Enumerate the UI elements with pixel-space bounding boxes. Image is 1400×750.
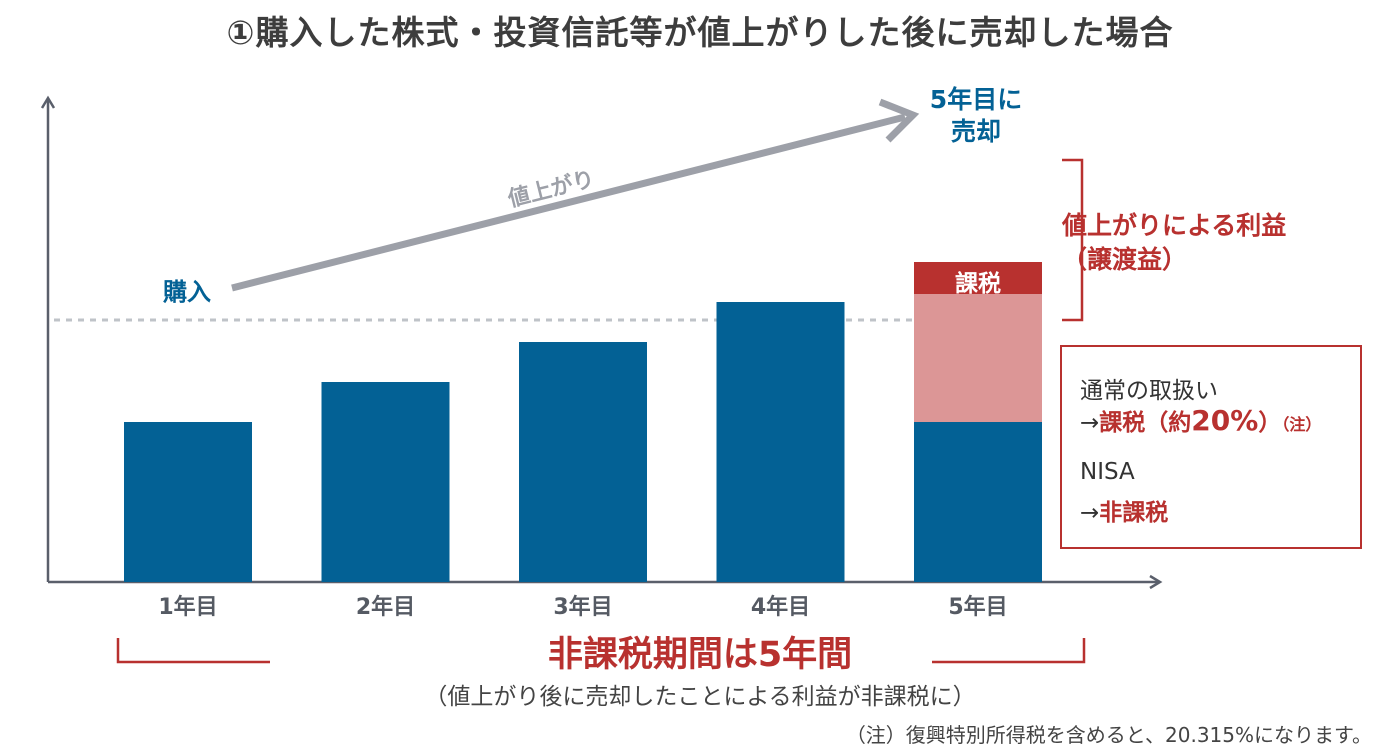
y-axis-arrowhead (40, 95, 56, 109)
arrow-glyph: → (1080, 410, 1100, 436)
tax-segment-label: 課税 (955, 270, 1001, 297)
normal-treatment-label: 通常の取扱い (1080, 378, 1218, 404)
tax-segment (914, 262, 1042, 294)
nisa-result-text: 非課税 (1099, 500, 1169, 526)
period-bracket-left (116, 638, 270, 664)
nisa-result: →非課税 (1080, 493, 1168, 527)
bar-5 (914, 422, 1042, 582)
purchase-label: 購入 (163, 278, 211, 306)
normal-treatment-result: →課税（約20%）（注） (1080, 403, 1321, 437)
note-marker: （注） (1281, 415, 1322, 434)
tax-word: 課税 (1099, 410, 1146, 436)
footnote: （注）復興特別所得税を含めると、20.315%になります。 (845, 723, 1372, 747)
sell-label-line2: 売却 (951, 117, 1001, 146)
x-tick-label-3: 3年目 (553, 594, 612, 620)
x-axis-arrowhead (1149, 574, 1163, 590)
paren-open: （約 (1145, 410, 1192, 436)
tax-treatment-box: 通常の取扱い →課税（約20%）（注） NISA →非課税 (1060, 345, 1362, 549)
sell-label-line1: 5年目に (930, 85, 1022, 114)
bar-1 (124, 422, 252, 582)
period-bracket-right (932, 638, 1086, 664)
rise-arrow (231, 113, 906, 292)
arrow-glyph-2: → (1080, 500, 1100, 526)
bar-2 (321, 382, 450, 582)
x-tick-label-4: 4年目 (751, 594, 810, 620)
gain-label-line2: （譲渡益） (1062, 245, 1187, 274)
gain-label-line1: 値上がりによる利益 (1061, 211, 1286, 240)
x-tick-label-2: 2年目 (356, 594, 415, 620)
chart-title: ①購入した株式・投資信託等が値上がりした後に売却した場合 (226, 13, 1174, 52)
tax-rate: 20% (1191, 404, 1259, 437)
x-tick-label-5: 5年目 (948, 594, 1007, 620)
bar-4 (716, 302, 845, 582)
gain-bracket (1062, 158, 1084, 322)
bar-3 (519, 342, 647, 582)
paren-close: ） (1258, 410, 1282, 436)
gain-segment (914, 294, 1042, 422)
rise-arrowhead (878, 98, 920, 143)
nisa-label: NISA (1080, 459, 1135, 485)
x-tick-label-1: 1年目 (158, 594, 217, 620)
period-subtext: （値上がり後に売却したことによる利益が非課税に） (424, 684, 976, 710)
period-headline: 非課税期間は5年間 (547, 635, 853, 675)
